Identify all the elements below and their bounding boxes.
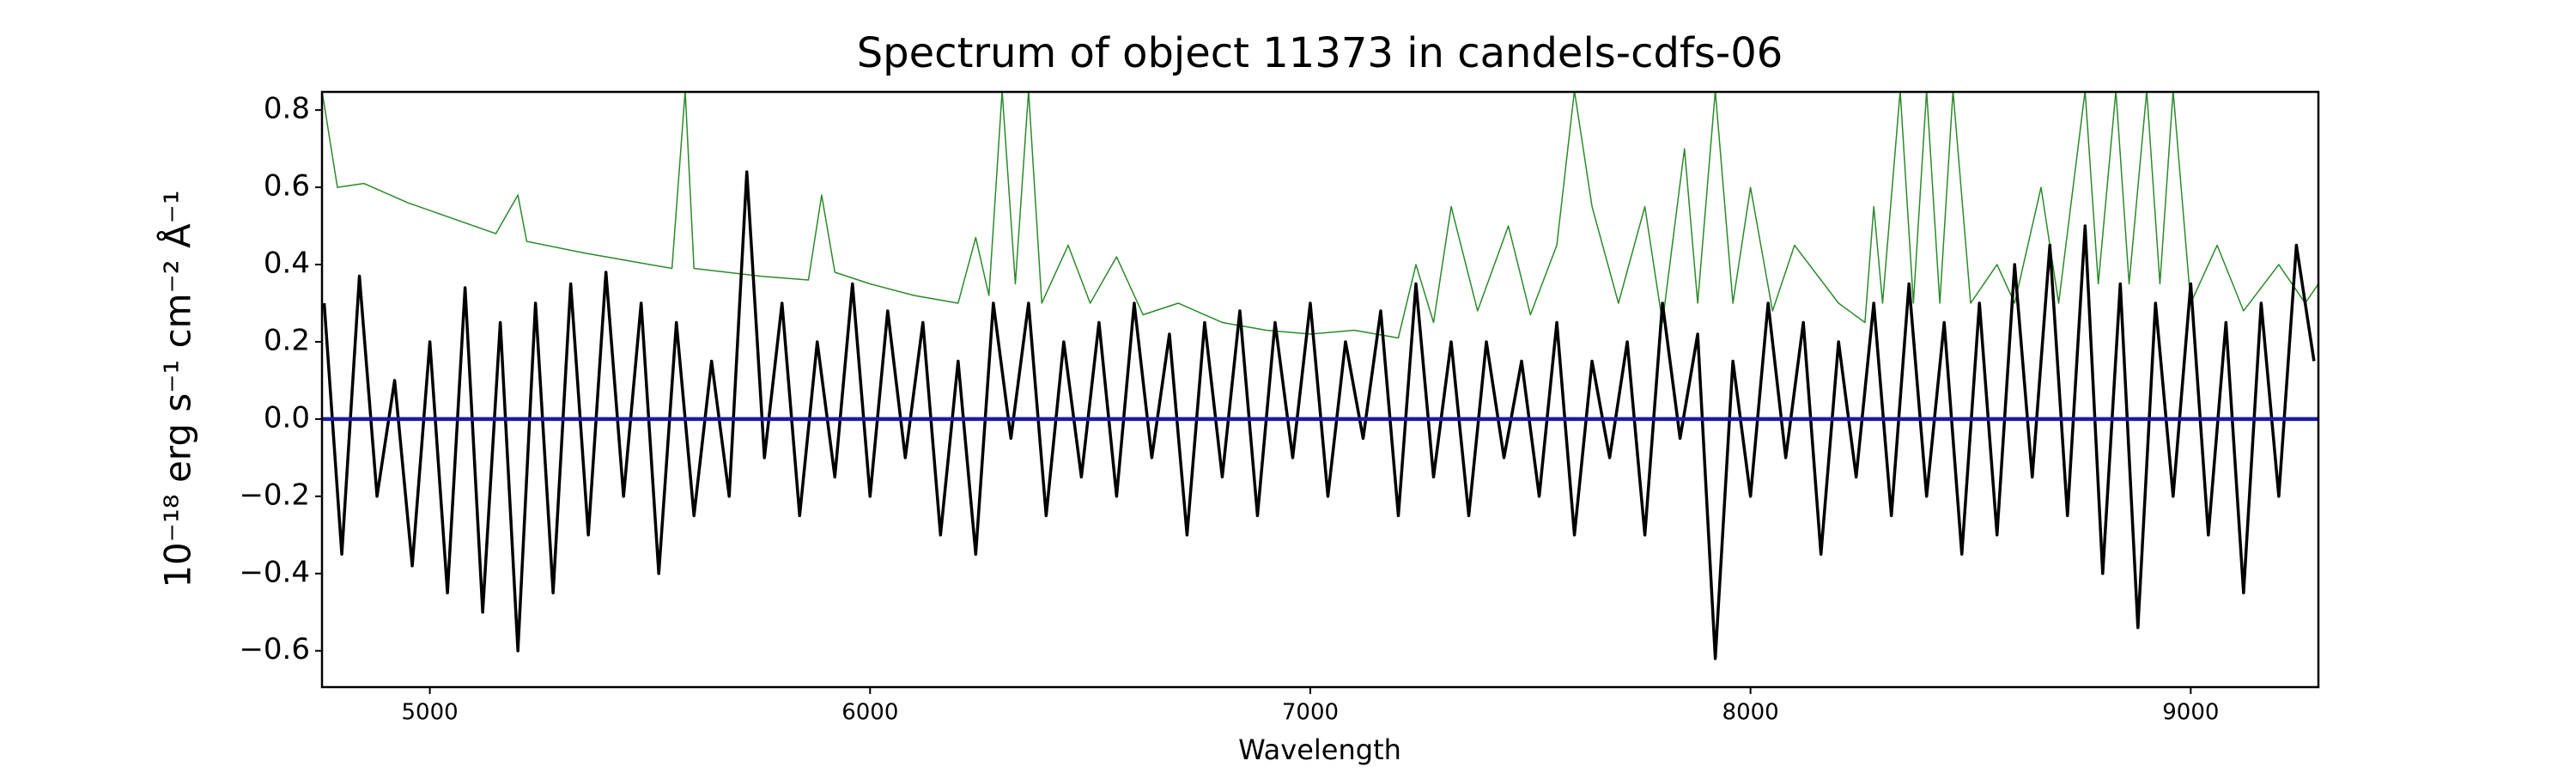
- y-tick-label: −0.4: [239, 555, 310, 589]
- y-tick-label: −0.2: [239, 478, 310, 512]
- y-tick-label: −0.6: [239, 632, 310, 666]
- x-axis-label: Wavelength: [1238, 733, 1401, 766]
- x-tick-label: 5000: [402, 700, 459, 726]
- x-tick-label: 6000: [841, 700, 898, 726]
- plot-area: [322, 92, 2318, 660]
- y-tick-label: 0.8: [264, 92, 310, 126]
- chart-title: Spectrum of object 11373 in candels-cdfs…: [857, 29, 1783, 77]
- axes-frame: [320, 90, 2320, 689]
- y-tick-label: 0.4: [264, 247, 310, 281]
- y-tick-label: 0.2: [264, 323, 310, 357]
- x-tick-label: 8000: [1722, 700, 1779, 726]
- y-axis-label: 10⁻¹⁸ erg s⁻¹ cm⁻² Å⁻¹: [156, 190, 199, 587]
- y-tick-label: 0.0: [264, 400, 310, 435]
- x-tick-label: 9000: [2162, 700, 2219, 726]
- spectrum-line: [322, 170, 2316, 660]
- x-tick-label: 7000: [1282, 700, 1339, 726]
- y-tick-label: 0.6: [264, 169, 310, 204]
